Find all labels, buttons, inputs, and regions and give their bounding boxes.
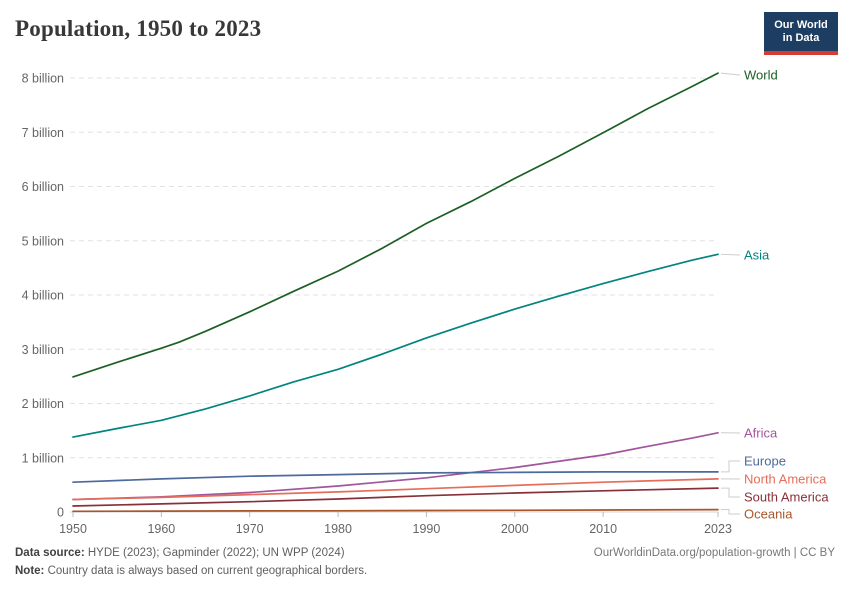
series-label-south-america[interactable]: South America xyxy=(744,490,829,505)
data-source-label: Data source: xyxy=(15,547,85,559)
series-label-world[interactable]: World xyxy=(744,68,778,83)
owid-logo-line1: Our World xyxy=(774,19,828,31)
series-label-asia[interactable]: Asia xyxy=(744,248,770,263)
series-line-south-america[interactable] xyxy=(72,487,719,507)
x-tick-label: 2023 xyxy=(704,522,732,536)
footer-credit-link[interactable]: OurWorldinData.org/population-growth | C… xyxy=(594,544,835,562)
x-tick-label: 1950 xyxy=(59,522,87,536)
y-tick-label: 8 billion xyxy=(22,72,64,86)
footer-source-note: Data source: HYDE (2023); Gapminder (202… xyxy=(15,544,367,580)
x-tick-label: 1970 xyxy=(236,522,264,536)
y-tick-label: 1 billion xyxy=(22,451,64,465)
chart-footer: Data source: HYDE (2023); Gapminder (202… xyxy=(15,544,835,580)
series-label-north-america[interactable]: North America xyxy=(744,472,827,487)
x-tick-label: 2010 xyxy=(589,522,617,536)
note-text: Country data is always based on current … xyxy=(47,565,368,577)
legend-connector-world xyxy=(720,72,741,76)
data-source-text: HYDE (2023); Gapminder (2022); UN WPP (2… xyxy=(87,547,345,559)
y-tick-label: 4 billion xyxy=(22,289,64,303)
series-line-asia[interactable] xyxy=(72,253,719,438)
y-tick-label: 3 billion xyxy=(22,343,64,357)
note-label: Note: xyxy=(15,565,45,577)
x-tick-label: 1960 xyxy=(147,522,175,536)
credit-url[interactable]: OurWorldinData.org/population-growth | C… xyxy=(593,547,835,559)
series-label-europe[interactable]: Europe xyxy=(744,454,786,469)
series-label-africa[interactable]: Africa xyxy=(744,426,778,441)
legend-connector-oceania xyxy=(721,509,740,515)
y-tick-label: 7 billion xyxy=(22,126,64,140)
legend-connector-south-america xyxy=(721,487,740,498)
x-tick-label: 1990 xyxy=(413,522,441,536)
owid-logo[interactable]: Our World in Data xyxy=(764,12,838,55)
y-tick-label: 2 billion xyxy=(22,397,64,411)
y-tick-label: 0 xyxy=(57,506,64,520)
series-line-world[interactable] xyxy=(72,72,719,378)
page-title: Population, 1950 to 2023 xyxy=(15,16,262,41)
x-tick-label: 2000 xyxy=(501,522,529,536)
legend-connector-asia xyxy=(720,253,741,256)
series-line-oceania[interactable] xyxy=(72,508,719,513)
legend-connector-europe xyxy=(721,460,740,473)
series-line-europe[interactable] xyxy=(72,471,719,484)
series-line-north-america[interactable] xyxy=(72,478,719,501)
y-tick-label: 5 billion xyxy=(22,234,64,248)
x-tick-label: 1980 xyxy=(324,522,352,536)
series-label-oceania[interactable]: Oceania xyxy=(744,507,793,522)
y-tick-label: 6 billion xyxy=(22,180,64,194)
owid-logo-line2: in Data xyxy=(782,32,820,44)
